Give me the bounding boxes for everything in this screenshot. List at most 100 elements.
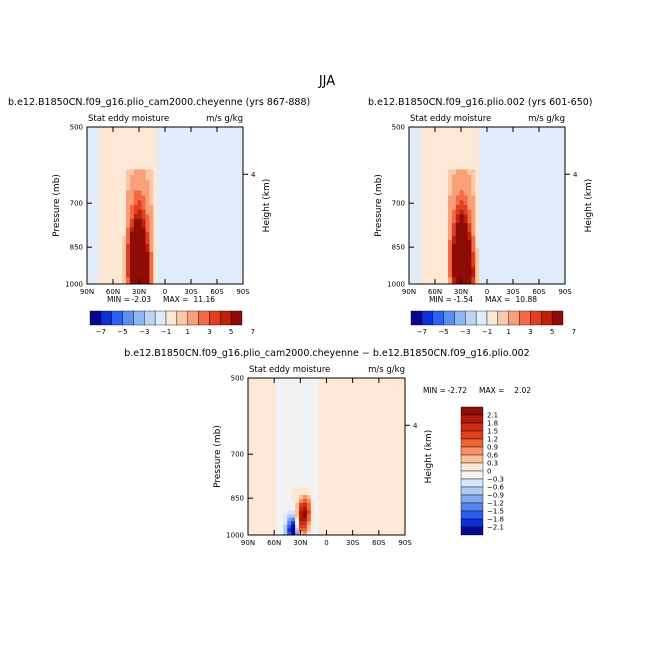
heatmap-cell [98,227,103,233]
heatmap-cell [118,146,123,153]
heatmap-cell [475,277,480,282]
heatmap-cell [196,185,201,191]
heatmap-cell [377,441,382,447]
heatmap-cell [291,446,296,452]
heatmap-cell [444,152,449,159]
heatmap-cell [424,180,429,186]
heatmap-cell [314,409,320,416]
heatmap-cell [561,259,566,264]
heatmap-cell [126,158,131,165]
heatmap-cell [514,152,519,159]
heatmap-cell [248,510,253,515]
heatmap-cell [223,139,228,147]
heatmap-cell [98,218,103,224]
heatmap-cell [133,146,139,153]
heatmap-cell [432,251,437,257]
heatmap-cell [215,218,220,224]
heatmap-cell [122,227,127,233]
heatmap-cell [137,247,142,253]
heatmap-cell [219,195,224,201]
heatmap-cell [451,158,457,165]
heatmap-cell [322,517,327,522]
heatmap-cell [412,263,418,268]
heatmap-cell [409,133,414,141]
heatmap-cell [330,510,335,515]
heatmap-cell [537,169,542,176]
heatmap-cell [94,133,100,141]
heatmap-cell [114,174,119,181]
heatmap-cell [522,227,527,233]
heatmap-cell [318,469,323,475]
heatmap-cell [200,263,205,268]
heatmap-cell [176,195,181,201]
heatmap-cell [409,185,414,191]
heatmap-cell [149,235,154,241]
heatmap-cell [451,218,457,224]
heatmap-cell [518,273,523,278]
heatmap-cell [463,223,468,228]
heatmap-cell [87,231,92,237]
heatmap-cell [322,491,327,496]
heatmap-cell [440,263,445,268]
heatmap-cell [365,486,371,492]
heatmap-cell [455,139,461,147]
heatmap-cell [291,436,296,442]
heatmap-cell [196,244,201,249]
heatmap-cell [545,277,550,282]
heatmap-cell [153,133,158,141]
heatmap-cell [275,531,280,536]
heatmap-cell [522,133,527,141]
heatmap-cell [471,263,476,268]
heatmap-cell [145,133,150,141]
heatmap-cell [110,244,115,249]
heatmap-cell [455,247,461,253]
heatmap-cell [255,491,261,496]
heatmap-cell [126,139,131,147]
heatmap-cell [514,180,519,186]
heatmap-cell [412,240,418,245]
heatmap-cell [514,158,519,165]
heatmap-cell [463,185,468,191]
heatmap-cell [188,195,193,201]
heatmap-cell [314,495,320,500]
heatmap-cell [467,280,472,285]
heatmap-cell [494,247,500,253]
heatmap-cell [444,200,449,206]
heatmap-cell [94,231,100,237]
heatmap-cell [346,456,351,462]
heatmap-cell [263,506,269,511]
heatmap-cell [129,270,135,275]
heatmap-cell [350,446,355,452]
heatmap-cell [526,180,531,186]
heatmap-cell [310,465,316,471]
heatmap-cell [176,209,181,215]
heatmap-cell [318,495,323,500]
heatmap-cell [397,495,402,500]
heatmap-cell [110,259,115,264]
heatmap-cell [248,420,253,427]
heatmap-cell [526,174,531,181]
heatmap-cell [110,180,115,186]
max-label: MAX = [163,295,188,304]
heatmap-cell [310,456,316,462]
heatmap-cell [377,456,382,462]
heatmap-cell [549,133,554,141]
colorbar-swatch [410,310,423,326]
heatmap-cell [219,174,224,181]
heatmap-cell [365,517,371,522]
heatmap-cell [381,531,386,536]
heatmap-cell [557,152,562,159]
heatmap-cell [279,460,284,466]
heatmap-cell [471,127,476,134]
heatmap-cell [184,163,189,170]
heatmap-cell [299,378,304,385]
heatmap-cell [397,451,402,457]
heatmap-cell [126,195,131,201]
heatmap-cell [459,127,464,134]
heatmap-cell [98,263,103,268]
colorbar-label: −3 [139,328,149,336]
heatmap-cell [283,460,288,466]
heatmap-cell [444,185,449,191]
heatmap-cell [87,185,92,191]
heatmap-cell [549,127,554,134]
